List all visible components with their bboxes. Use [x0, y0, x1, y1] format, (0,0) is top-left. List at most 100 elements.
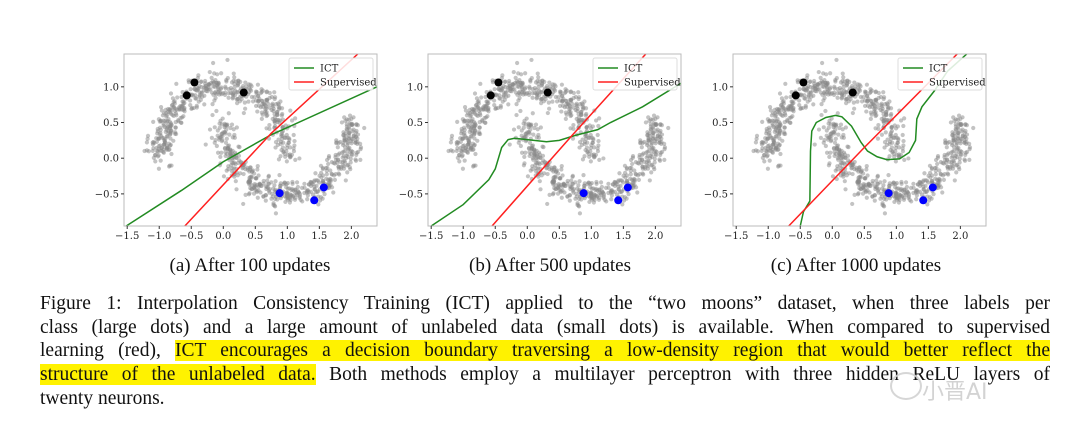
unlabeled-point [181, 114, 186, 119]
unlabeled-point [770, 118, 775, 123]
unlabeled-point [230, 135, 235, 140]
unlabeled-point [959, 122, 964, 128]
unlabeled-point [518, 108, 523, 114]
unlabeled-point [312, 187, 317, 192]
unlabeled-point [819, 102, 824, 107]
unlabeled-point [812, 84, 817, 89]
unlabeled-point [774, 125, 780, 130]
unlabeled-point [316, 180, 322, 185]
unlabeled-point [957, 167, 962, 172]
unlabeled-point [828, 150, 833, 155]
legend-label: ICT [320, 64, 339, 75]
unlabeled-point [633, 185, 639, 190]
unlabeled-point [161, 118, 166, 123]
unlabeled-point [857, 165, 862, 170]
x-tick-label: 1.5 [920, 231, 936, 242]
unlabeled-point [893, 191, 898, 196]
unlabeled-point [168, 121, 174, 126]
unlabeled-point [539, 82, 545, 87]
unlabeled-point [882, 145, 887, 150]
unlabeled-point [542, 94, 547, 99]
unlabeled-point [568, 126, 573, 131]
unlabeled-point [820, 92, 825, 97]
x-tick-label: −0.5 [788, 231, 812, 242]
unlabeled-point [521, 121, 526, 126]
unlabeled-point [838, 122, 844, 127]
unlabeled-point [351, 127, 356, 132]
labeled-point-class-1 [614, 196, 623, 205]
unlabeled-point [536, 75, 541, 80]
unlabeled-point [822, 137, 827, 143]
unlabeled-point [568, 186, 573, 192]
unlabeled-point [888, 136, 894, 141]
unlabeled-point [203, 84, 208, 89]
unlabeled-point [561, 181, 566, 187]
unlabeled-point [267, 105, 272, 110]
unlabeled-point [172, 99, 177, 104]
unlabeled-point [617, 171, 622, 176]
unlabeled-point [519, 150, 525, 155]
unlabeled-point [582, 183, 587, 189]
unlabeled-point [231, 71, 236, 76]
unlabeled-point [351, 115, 356, 120]
unlabeled-point [938, 172, 944, 177]
unlabeled-point [958, 148, 963, 154]
y-tick-label: 0.5 [407, 118, 423, 129]
unlabeled-point [800, 105, 805, 111]
unlabeled-point [208, 87, 213, 92]
unlabeled-point [960, 127, 965, 132]
unlabeled-point [507, 84, 512, 89]
unlabeled-point [646, 158, 651, 164]
unlabeled-point [591, 194, 596, 199]
unlabeled-point [582, 154, 587, 159]
unlabeled-point [473, 103, 479, 108]
unlabeled-point [926, 198, 932, 203]
unlabeled-point [472, 130, 477, 135]
unlabeled-point [267, 90, 272, 96]
unlabeled-point [322, 192, 327, 197]
unlabeled-point [209, 135, 214, 140]
unlabeled-point [864, 164, 869, 169]
unlabeled-point [783, 131, 788, 137]
unlabeled-point [191, 105, 196, 111]
unlabeled-point [165, 125, 171, 130]
unlabeled-point [219, 71, 224, 76]
unlabeled-point [463, 135, 468, 140]
unlabeled-point [550, 99, 555, 104]
unlabeled-point [558, 89, 563, 95]
unlabeled-point [305, 188, 310, 193]
unlabeled-point [894, 197, 899, 202]
unlabeled-point [576, 120, 581, 125]
unlabeled-point [288, 108, 293, 113]
unlabeled-point [215, 82, 220, 87]
unlabeled-point [328, 168, 333, 173]
unlabeled-point [233, 179, 238, 184]
unlabeled-point [839, 135, 844, 140]
unlabeled-point [533, 80, 539, 85]
unlabeled-point [479, 95, 484, 100]
unlabeled-point [835, 164, 840, 169]
unlabeled-point [522, 154, 527, 160]
unlabeled-point [260, 112, 265, 117]
unlabeled-point [903, 180, 909, 185]
unlabeled-point [815, 81, 820, 87]
unlabeled-point [908, 185, 914, 190]
unlabeled-point [259, 98, 264, 103]
subcaption-a: (a) After 100 updates [169, 255, 331, 276]
unlabeled-point [882, 179, 887, 184]
unlabeled-point [925, 202, 930, 207]
unlabeled-point [832, 140, 838, 145]
unlabeled-point [503, 91, 508, 96]
unlabeled-point [928, 175, 933, 180]
unlabeled-point [498, 88, 504, 93]
unlabeled-point [879, 102, 884, 108]
unlabeled-point [623, 175, 628, 180]
unlabeled-point [938, 185, 944, 190]
unlabeled-point [852, 159, 857, 165]
unlabeled-point [568, 98, 573, 103]
unlabeled-point [560, 173, 565, 178]
y-tick-label: 1.0 [103, 82, 119, 93]
unlabeled-point [269, 94, 274, 100]
unlabeled-point [339, 120, 345, 125]
unlabeled-point [535, 127, 540, 132]
